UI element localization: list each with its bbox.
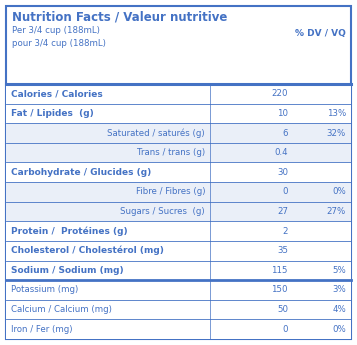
Text: 35: 35 <box>277 246 288 255</box>
Text: % DV / VQ: % DV / VQ <box>295 29 346 38</box>
Bar <box>6 319 351 339</box>
Text: 0.4: 0.4 <box>275 148 288 157</box>
Bar <box>6 162 351 182</box>
Bar <box>6 143 351 162</box>
Text: Saturated / saturés (g): Saturated / saturés (g) <box>107 128 205 138</box>
Bar <box>6 280 351 300</box>
Text: Per 3/4 cup (188mL)
pour 3/4 cup (188mL): Per 3/4 cup (188mL) pour 3/4 cup (188mL) <box>12 26 106 48</box>
Text: 2: 2 <box>282 227 288 236</box>
Bar <box>6 104 351 123</box>
Text: 30: 30 <box>277 168 288 177</box>
Text: Sodium / Sodium (mg): Sodium / Sodium (mg) <box>11 266 124 275</box>
Text: 0%: 0% <box>332 325 346 334</box>
Bar <box>6 202 351 221</box>
Text: Carbohydrate / Glucides (g): Carbohydrate / Glucides (g) <box>11 168 151 177</box>
Text: 27%: 27% <box>327 207 346 216</box>
Text: Fat / Lipides  (g): Fat / Lipides (g) <box>11 109 94 118</box>
Text: 6: 6 <box>282 129 288 138</box>
Text: 150: 150 <box>272 285 288 295</box>
Text: 13%: 13% <box>327 109 346 118</box>
Bar <box>6 300 351 319</box>
Bar <box>6 260 351 280</box>
Bar <box>6 221 351 241</box>
Text: Trans / trans (g): Trans / trans (g) <box>137 148 205 157</box>
Text: Cholesterol / Cholestérol (mg): Cholesterol / Cholestérol (mg) <box>11 246 164 256</box>
Text: Protein /  Protéines (g): Protein / Protéines (g) <box>11 226 127 236</box>
Text: 0%: 0% <box>332 187 346 196</box>
Bar <box>6 84 351 104</box>
Text: 115: 115 <box>272 266 288 275</box>
Text: Calories / Calories: Calories / Calories <box>11 89 103 98</box>
Text: Fibre / Fibres (g): Fibre / Fibres (g) <box>136 187 205 196</box>
Bar <box>6 123 351 143</box>
Text: Nutrition Facts / Valeur nutritive: Nutrition Facts / Valeur nutritive <box>12 11 227 24</box>
Text: Calcium / Calcium (mg): Calcium / Calcium (mg) <box>11 305 112 314</box>
Text: 50: 50 <box>277 305 288 314</box>
Text: 0: 0 <box>282 187 288 196</box>
Text: 0: 0 <box>282 325 288 334</box>
Text: 27: 27 <box>277 207 288 216</box>
Text: Iron / Fer (mg): Iron / Fer (mg) <box>11 325 72 334</box>
Text: 32%: 32% <box>327 129 346 138</box>
Text: Sugars / Sucres  (g): Sugars / Sucres (g) <box>120 207 205 216</box>
Text: 10: 10 <box>277 109 288 118</box>
Text: 220: 220 <box>272 89 288 98</box>
Text: 5%: 5% <box>332 266 346 275</box>
Bar <box>6 182 351 202</box>
Text: Potassium (mg): Potassium (mg) <box>11 285 78 295</box>
Text: 4%: 4% <box>332 305 346 314</box>
Bar <box>6 241 351 260</box>
Text: 3%: 3% <box>332 285 346 295</box>
